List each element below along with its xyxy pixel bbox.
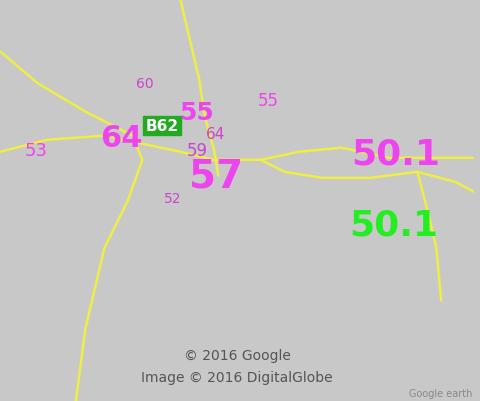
Text: 55: 55: [180, 100, 214, 124]
Text: Google earth: Google earth: [409, 388, 473, 398]
Text: 59: 59: [186, 142, 207, 159]
Text: 50.1: 50.1: [349, 208, 438, 241]
Text: 52: 52: [164, 192, 182, 205]
Text: 60: 60: [136, 77, 154, 91]
Text: 64: 64: [206, 127, 226, 142]
Text: 64: 64: [100, 124, 142, 153]
Text: Image © 2016 DigitalGlobe: Image © 2016 DigitalGlobe: [142, 370, 333, 384]
Text: © 2016 Google: © 2016 Google: [184, 348, 290, 362]
Text: B62: B62: [145, 119, 179, 134]
Text: 55: 55: [257, 91, 278, 109]
Text: 50.1: 50.1: [351, 138, 441, 171]
Text: 53: 53: [24, 142, 47, 159]
Text: 57: 57: [189, 158, 243, 195]
